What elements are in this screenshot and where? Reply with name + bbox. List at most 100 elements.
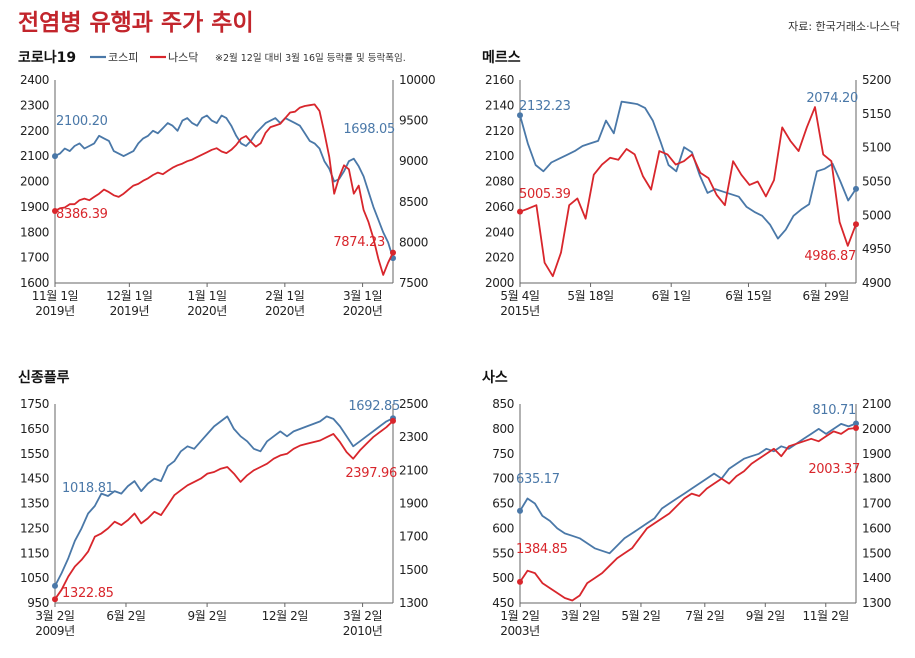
figure-title: 전염병 유행과 주가 추이 [18, 9, 254, 36]
y-right-tick-label: 5050 [862, 175, 891, 189]
y-left-tick-label: 650 [492, 497, 514, 511]
legend-label-kospi: 코스피 [108, 51, 138, 64]
chart-sars: 850 800 750 700 650 600 550 500 450 2100 2000 1900 1… [492, 397, 891, 638]
x-tick-label: 5월 4일 [500, 289, 539, 303]
value-label-kospi-start: 2100.20 [56, 114, 108, 129]
start-point-nasdaq [517, 208, 523, 215]
x-tick-label: 9월 2일 [188, 609, 227, 623]
y-right-tick-label: 2300 [399, 430, 428, 444]
y-left-tick-label: 2040 [485, 225, 514, 239]
x-tick-year-label: 2019년 [35, 304, 75, 318]
y-left-tick-label: 1650 [20, 422, 49, 436]
value-label-nasdaq-start: 1384.85 [516, 542, 568, 557]
x-tick-label: 1월 1일 [188, 289, 227, 303]
y-left-tick-label: 1900 [20, 200, 49, 214]
x-tick-year-label: 2010년 [343, 624, 383, 638]
value-label-kospi-end: 2074.20 [806, 91, 858, 106]
y-right-tick-label: 4950 [862, 242, 891, 256]
y-left-tick-label: 1450 [20, 472, 49, 486]
x-tick-year-label: 2015년 [500, 304, 540, 318]
x-tick-label: 6월 2일 [106, 609, 145, 623]
y-left-tick-label: 2300 [20, 98, 49, 112]
y-left-tick-label: 850 [492, 397, 514, 411]
x-tick-label: 1월 2일 [500, 609, 539, 623]
x-tick-label: 7월 2일 [685, 609, 724, 623]
y-left-tick-label: 2020 [485, 251, 514, 265]
x-tick-year-label: 2020년 [343, 304, 383, 318]
y-right-tick-label: 1600 [862, 521, 891, 535]
value-label-kospi-start: 635.17 [516, 472, 560, 487]
value-label-nasdaq-end: 2397.96 [345, 466, 397, 481]
y-left-tick-label: 2400 [20, 73, 49, 87]
x-tick-label: 5월 2일 [621, 609, 660, 623]
y-left-tick-label: 750 [492, 447, 514, 461]
value-label-nasdaq-end: 4986.87 [804, 249, 856, 264]
x-tick-label: 6월 1일 [652, 289, 691, 303]
y-left-tick-label: 2000 [20, 175, 49, 189]
x-tick-label: 3월 2일 [343, 609, 382, 623]
y-right-tick-label: 5100 [862, 141, 891, 155]
y-left-tick-label: 2000 [485, 276, 514, 290]
y-right-tick-label: 1700 [862, 497, 891, 511]
y-right-tick-label: 1900 [399, 497, 428, 511]
y-left-tick-label: 2160 [485, 73, 514, 87]
panel-title-sars: 사스 [482, 370, 508, 386]
value-label-kospi-start: 1018.81 [62, 481, 114, 496]
x-tick-label: 3월 2일 [35, 609, 74, 623]
start-point-kospi [517, 507, 523, 514]
y-right-tick-label: 8500 [399, 195, 428, 209]
y-right-tick-label: 10000 [399, 73, 435, 87]
y-right-tick-label: 2000 [862, 422, 891, 436]
value-label-nasdaq-start: 5005.39 [519, 187, 571, 202]
series-line-nasdaq [54, 103, 394, 276]
y-right-tick-label: 7500 [399, 276, 428, 290]
x-tick-label: 11월 2일 [803, 609, 849, 623]
value-label-kospi-end: 1698.05 [343, 122, 395, 137]
series-line-nasdaq [54, 420, 394, 600]
panel-title-covid: 코로나19 [18, 50, 76, 66]
y-right-tick-label: 5200 [862, 73, 891, 87]
chart-h1n1: 1750 1650 1550 1450 1350 1250 1150 1050 950 2500 2… [20, 397, 428, 638]
x-tick-year-label: 2020년 [265, 304, 305, 318]
x-tick-label: 6월 29일 [803, 289, 849, 303]
value-label-nasdaq-end: 2003.37 [808, 462, 860, 477]
x-tick-year-label: 2003년 [500, 624, 540, 638]
y-right-tick-label: 2500 [399, 397, 428, 411]
x-tick-label: 6월 15일 [725, 289, 771, 303]
x-tick-label: 2월 1일 [265, 289, 304, 303]
y-left-tick-label: 2060 [485, 200, 514, 214]
y-left-tick-label: 1600 [20, 276, 49, 290]
value-label-kospi-end: 1692.85 [348, 399, 400, 414]
y-left-tick-label: 1750 [20, 397, 49, 411]
y-right-tick-label: 4900 [862, 276, 891, 290]
y-left-tick-label: 2080 [485, 175, 514, 189]
y-left-tick-label: 800 [492, 422, 514, 436]
start-point-kospi [52, 153, 58, 160]
series-line-nasdaq [519, 427, 857, 602]
x-tick-label: 5월 18일 [567, 289, 613, 303]
chart-covid: 2400 2300 2200 2100 2000 1900 1800 1700 1600 1000… [20, 73, 436, 318]
y-left-tick-label: 2200 [20, 124, 49, 138]
end-point-nasdaq [390, 249, 396, 256]
y-right-tick-label: 1500 [399, 563, 428, 577]
y-left-tick-label: 950 [27, 596, 49, 610]
y-left-tick-label: 1050 [20, 571, 49, 585]
y-left-tick-label: 1350 [20, 497, 49, 511]
x-tick-year-label: 2009년 [35, 624, 75, 638]
y-left-tick-label: 700 [492, 472, 514, 486]
start-point-nasdaq [52, 596, 58, 603]
y-left-tick-label: 1800 [20, 225, 49, 239]
chart-mers: 2160 2140 2120 2100 2080 2060 2040 2020 2000 5200… [485, 73, 891, 318]
x-tick-label: 12월 1일 [106, 289, 152, 303]
series-line-kospi [519, 100, 857, 240]
start-point-nasdaq [517, 578, 523, 585]
y-left-tick-label: 2100 [20, 149, 49, 163]
end-point-nasdaq [853, 221, 859, 228]
y-right-tick-label: 2100 [862, 397, 891, 411]
y-left-tick-label: 1550 [20, 447, 49, 461]
start-point-kospi [517, 112, 523, 119]
x-tick-label: 9월 2일 [746, 609, 785, 623]
y-right-tick-label: 1300 [399, 596, 428, 610]
y-left-tick-label: 1150 [20, 546, 49, 560]
